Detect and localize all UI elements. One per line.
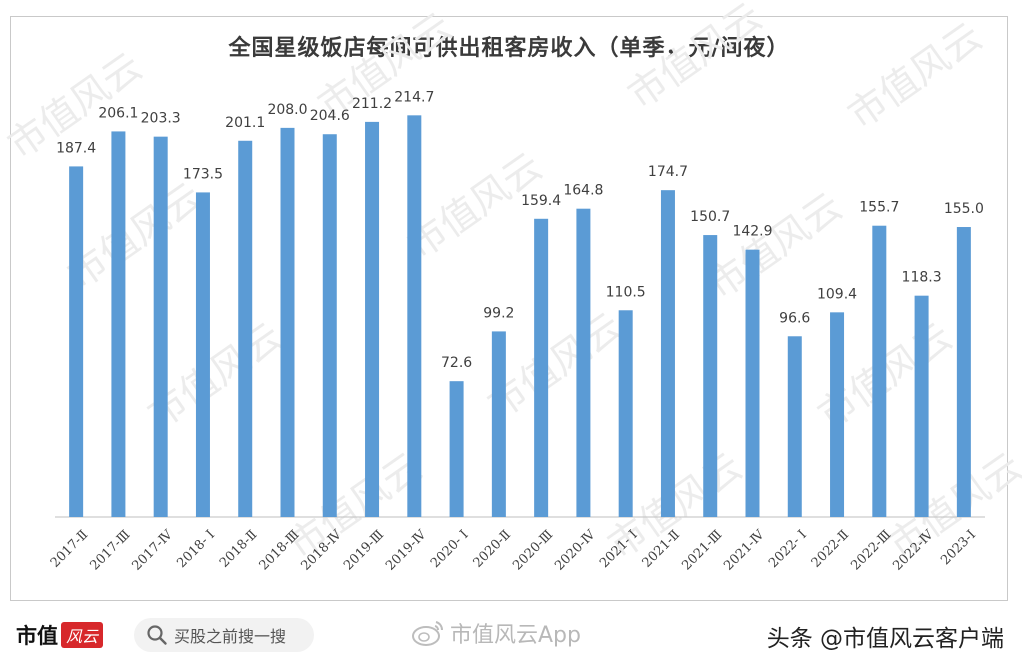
data-label-0: 187.4 bbox=[56, 140, 96, 156]
data-label-5: 208.0 bbox=[267, 102, 307, 118]
watermark-text: 市值风云 bbox=[620, 0, 770, 117]
bar-13 bbox=[618, 310, 633, 517]
toutiao-attribution: 头条 @市值风云客户端 bbox=[766, 626, 1004, 652]
bar-5 bbox=[280, 127, 295, 517]
data-label-11: 159.4 bbox=[521, 193, 561, 209]
x-tick-label-19: 2022-Ⅲ bbox=[848, 527, 894, 573]
bar-10 bbox=[491, 331, 506, 517]
data-label-12: 164.8 bbox=[563, 183, 603, 199]
bar-16 bbox=[745, 249, 760, 518]
data-label-18: 109.4 bbox=[817, 286, 857, 302]
data-label-14: 174.7 bbox=[648, 164, 688, 180]
search-box[interactable]: 买股之前搜一搜 bbox=[134, 618, 314, 652]
footer-bar: 市值 风云 买股之前搜一搜 市值风云App 头条 @市值风云客户端 bbox=[0, 601, 1022, 667]
search-placeholder: 买股之前搜一搜 bbox=[174, 627, 287, 646]
data-label-21: 155.0 bbox=[944, 201, 984, 217]
bar-7 bbox=[365, 121, 380, 517]
x-tick-label-15: 2021-Ⅲ bbox=[679, 527, 725, 573]
x-tick-label-11: 2020-Ⅲ bbox=[510, 527, 556, 573]
bar-11 bbox=[534, 218, 549, 517]
brand-logo[interactable]: 市值 风云 bbox=[16, 620, 104, 650]
data-label-15: 150.7 bbox=[690, 209, 730, 225]
bar-8 bbox=[407, 115, 422, 517]
data-label-13: 110.5 bbox=[606, 284, 646, 300]
search-icon bbox=[147, 625, 167, 645]
data-label-4: 201.1 bbox=[225, 115, 265, 131]
bar-4 bbox=[238, 140, 253, 517]
data-label-9: 72.6 bbox=[441, 355, 472, 371]
data-label-3: 173.5 bbox=[183, 166, 223, 182]
data-label-2: 203.3 bbox=[141, 111, 181, 127]
bar-14 bbox=[660, 190, 675, 518]
x-tick-label-18: 2022-Ⅱ bbox=[809, 527, 852, 570]
data-label-1: 206.1 bbox=[98, 105, 138, 121]
data-label-16: 142.9 bbox=[732, 224, 772, 240]
bar-0 bbox=[69, 166, 84, 518]
bar-9 bbox=[449, 381, 464, 517]
x-tick-label-2: 2017-Ⅳ bbox=[129, 527, 176, 574]
x-tick-label-1: 2017-Ⅲ bbox=[87, 527, 133, 573]
brand-logo-badge: 风云 bbox=[61, 622, 104, 648]
brand-logo-text: 市值 bbox=[16, 623, 58, 648]
data-label-6: 204.6 bbox=[310, 108, 350, 124]
bar-17 bbox=[787, 336, 802, 517]
weibo-text: 市值风云App bbox=[450, 623, 581, 648]
x-tick-label-16: 2021-Ⅳ bbox=[721, 527, 768, 574]
data-label-10: 99.2 bbox=[483, 305, 514, 321]
x-tick-label-10: 2020-Ⅱ bbox=[471, 527, 514, 570]
x-tick-label-9: 2020- Ⅰ bbox=[428, 527, 472, 571]
x-tick-label-12: 2020-Ⅳ bbox=[552, 527, 599, 574]
x-tick-label-3: 2018- Ⅰ bbox=[174, 527, 218, 571]
bar-12 bbox=[576, 208, 591, 518]
bar-6 bbox=[322, 134, 337, 518]
data-label-20: 118.3 bbox=[902, 270, 942, 286]
bar-15 bbox=[703, 235, 718, 517]
x-tick-label-17: 2022- Ⅰ bbox=[766, 527, 810, 571]
watermark-text: 市值风云 bbox=[840, 14, 990, 137]
bar-18 bbox=[830, 312, 845, 517]
data-label-17: 96.6 bbox=[779, 310, 810, 326]
x-tick-label-4: 2018-Ⅱ bbox=[217, 527, 260, 570]
bar-21 bbox=[956, 227, 971, 518]
x-tick-label-8: 2019-Ⅳ bbox=[383, 527, 430, 574]
bar-1 bbox=[111, 131, 126, 517]
chart-title: 全国星级饭店每间可供出租客房收入（单季，元/间夜） bbox=[228, 36, 790, 61]
data-label-19: 155.7 bbox=[859, 200, 899, 216]
weibo-icon bbox=[412, 621, 443, 646]
bar-19 bbox=[872, 225, 887, 517]
data-label-8: 214.7 bbox=[394, 89, 434, 105]
x-tick-label-0: 2017-Ⅱ bbox=[48, 527, 91, 570]
bar-3 bbox=[195, 192, 210, 518]
bar-2 bbox=[153, 136, 168, 517]
bar-20 bbox=[914, 295, 929, 517]
weibo-watermark: 市值风云App bbox=[410, 617, 581, 649]
data-label-7: 211.2 bbox=[352, 96, 392, 112]
